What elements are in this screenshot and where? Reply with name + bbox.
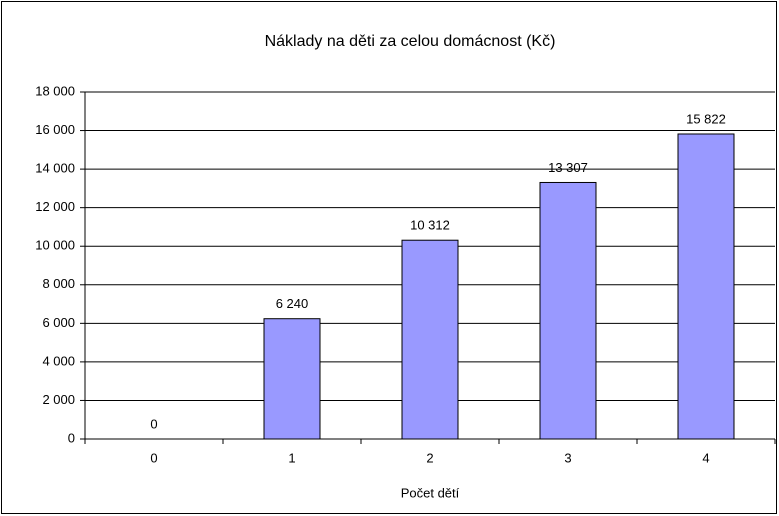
- x-tick-label: 1: [288, 450, 295, 465]
- chart-title: Náklady na děti za celou domácnost (Kč): [265, 33, 556, 50]
- value-label: 6 240: [276, 296, 309, 311]
- value-label: 15 822: [686, 111, 726, 126]
- y-tick-label: 18 000: [35, 83, 75, 98]
- y-tick-label: 6 000: [42, 315, 75, 330]
- y-tick-label: 10 000: [35, 238, 75, 253]
- y-tick-label: 2 000: [42, 392, 75, 407]
- value-label: 13 307: [548, 160, 588, 175]
- y-tick-label: 0: [68, 430, 75, 445]
- y-tick-label: 14 000: [35, 161, 75, 176]
- x-tick-label: 0: [150, 450, 157, 465]
- x-tick-label: 3: [564, 450, 571, 465]
- value-label: 10 312: [410, 218, 450, 233]
- bar: [677, 133, 735, 440]
- bar: [539, 181, 597, 440]
- x-axis-label: Počet dětí: [401, 485, 460, 500]
- bar: [263, 318, 321, 440]
- x-tick-label: 4: [702, 450, 709, 465]
- x-tick-label: 2: [426, 450, 433, 465]
- y-tick-label: 16 000: [35, 122, 75, 137]
- value-label: 0: [150, 416, 157, 431]
- bar: [401, 239, 459, 440]
- y-tick-label: 4 000: [42, 353, 75, 368]
- y-tick-label: 8 000: [42, 276, 75, 291]
- y-tick-label: 12 000: [35, 199, 75, 214]
